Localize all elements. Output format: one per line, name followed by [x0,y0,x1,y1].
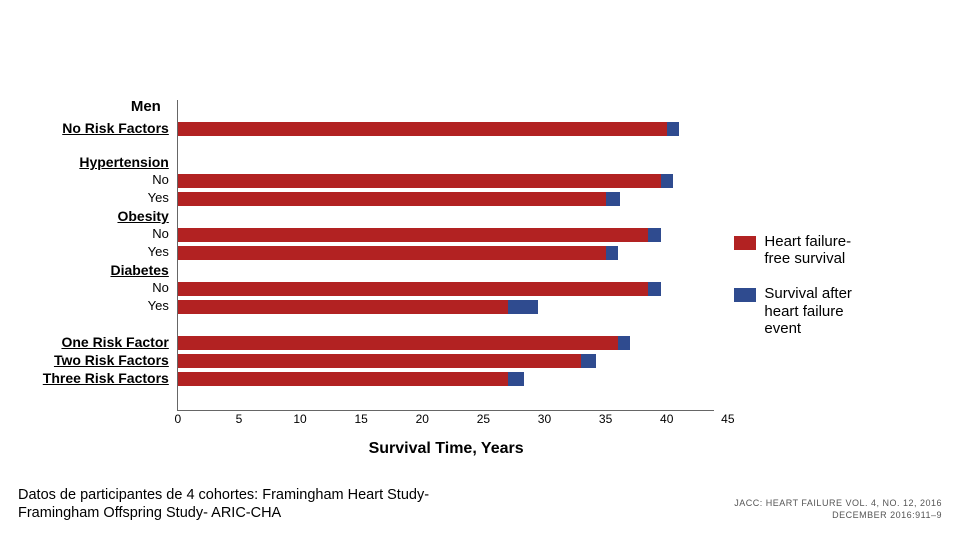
x-tick: 15 [354,412,367,426]
category-item-label: No [152,172,169,187]
x-tick: 25 [477,412,490,426]
legend-item: Survival afterheart failureevent [734,285,910,337]
legend-label: Survival afterheart failureevent [764,285,852,337]
bar-hf-free [178,122,667,136]
caption-line1: Datos de participantes de 4 cohortes: Fr… [18,487,429,503]
bar-after-event [648,282,660,296]
bar-hf-free [178,192,606,206]
bar-hf-free [178,354,581,368]
caption-line2: Framingham Offspring Study- ARIC-CHA [18,505,281,521]
x-tick: 20 [416,412,429,426]
category-item-label: No [152,226,169,241]
plot-area: 051015202530354045 Survival Time, Years [177,100,715,411]
bar-after-event [618,336,630,350]
category-item-label: Yes [148,190,169,205]
x-axis: 051015202530354045 [178,412,715,432]
journal-line1: JACC: HEART FAILURE VOL. 4, NO. 12, 2016 [734,498,942,508]
legend-swatch [734,236,756,250]
legend: Heart failure-free survival Survival afte… [714,100,910,470]
bar-after-event [661,174,673,188]
x-tick: 45 [721,412,734,426]
category-item-label: No [152,280,169,295]
x-tick: 0 [174,412,181,426]
bar-hf-free [178,282,649,296]
bars-layer [178,100,715,410]
legend-swatch [734,288,756,302]
x-axis-title: Survival Time, Years [369,440,524,458]
category-group-label: One Risk Factor [61,334,168,350]
chart-container: Men No Risk Factors Hypertension No Yes Obesi… [50,100,910,470]
category-group-label: No Risk Factors [62,120,169,136]
journal-citation: JACC: HEART FAILURE VOL. 4, NO. 12, 2016… [734,497,942,522]
bar-hf-free [178,300,508,314]
bar-hf-free [178,336,618,350]
bar-after-event [606,246,618,260]
bar-after-event [606,192,621,206]
bar-after-event [648,228,660,242]
caption-text: Datos de participantes de 4 cohortes: Fr… [18,486,429,522]
category-group-label: Two Risk Factors [54,352,169,368]
x-tick: 30 [538,412,551,426]
x-tick: 5 [236,412,243,426]
bar-after-event [581,354,596,368]
category-group-label: Obesity [117,208,168,224]
y-axis-labels: Men No Risk Factors Hypertension No Yes Obesi… [50,100,177,440]
journal-line2: DECEMBER 2016:911–9 [832,510,942,520]
bar-hf-free [178,372,508,386]
slide-root: { "chart": { "type": "bar", "title": "Me… [0,0,960,540]
x-tick: 10 [293,412,306,426]
bar-hf-free [178,228,649,242]
bar-after-event [667,122,679,136]
x-tick: 40 [660,412,673,426]
category-item-label: Yes [148,298,169,313]
legend-label: Heart failure-free survival [764,233,851,268]
bar-hf-free [178,246,606,260]
category-item-label: Yes [148,244,169,259]
bar-hf-free [178,174,661,188]
legend-item: Heart failure-free survival [734,233,910,268]
category-group-label: Diabetes [110,262,168,278]
category-group-label: Hypertension [79,154,168,170]
category-group-label: Three Risk Factors [43,370,169,386]
chart-title: Men [131,98,169,115]
bar-after-event [508,300,539,314]
x-tick: 35 [599,412,612,426]
bar-after-event [508,372,524,386]
